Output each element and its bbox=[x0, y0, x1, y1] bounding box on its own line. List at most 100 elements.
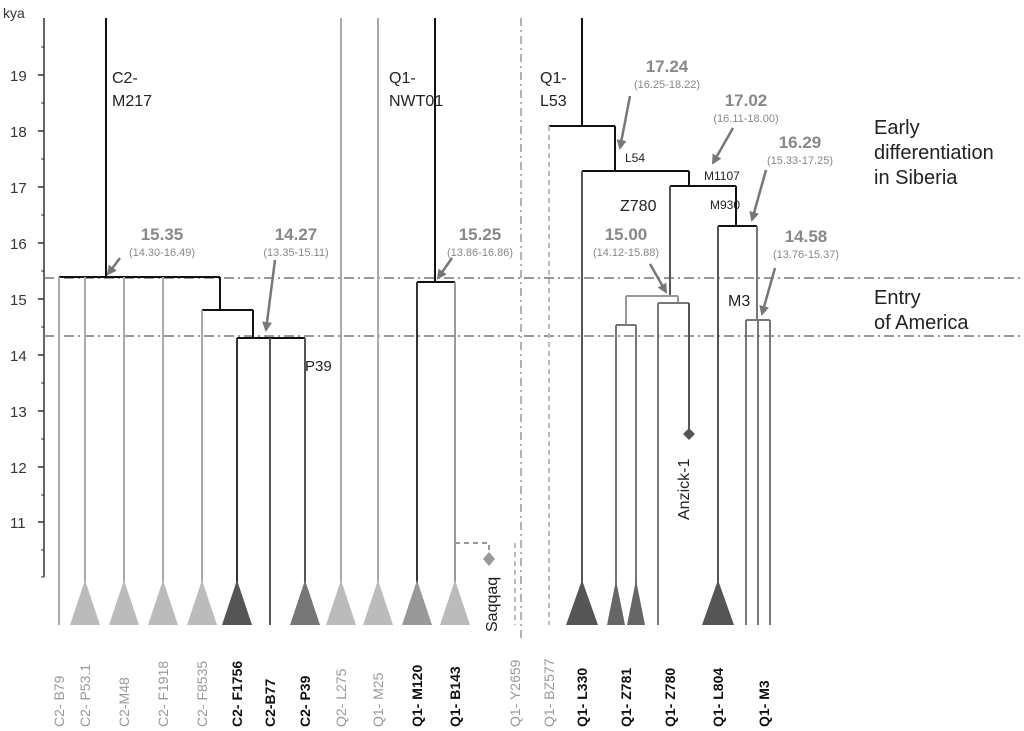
q1-l53-clade bbox=[548, 18, 771, 625]
saqqaq-sample-diamond bbox=[483, 552, 495, 566]
triangle-q1-z781-a bbox=[607, 580, 625, 625]
axis-tick-label: 13 bbox=[10, 404, 27, 421]
triangle-q1-l330 bbox=[566, 580, 598, 625]
axis-tick-label: 11 bbox=[10, 515, 26, 532]
lineage-label: Q1- Z781 bbox=[618, 668, 634, 727]
lineage-label: C2- P39 bbox=[297, 675, 313, 727]
date-ci: (14.12-15.88) bbox=[593, 247, 659, 259]
lineage-label: C2-B77 bbox=[262, 679, 278, 727]
triangle-c2-m48 bbox=[109, 580, 139, 625]
lineage-label: Q2- L275 bbox=[333, 668, 349, 727]
lineage-label: C2- F1918 bbox=[155, 661, 171, 727]
m3-label: M3 bbox=[728, 293, 750, 310]
date-value: 15.00 bbox=[605, 225, 648, 244]
time-axis: kya 19 18 17 16 15 14 13 12 11 bbox=[3, 5, 45, 578]
lineage-label: Q1- Z780 bbox=[662, 668, 678, 727]
date-arrow bbox=[711, 127, 735, 165]
q1-nwt01-label-line2: NWT01 bbox=[389, 93, 443, 110]
lineage-labels: C2- B79 C2- P53.1 C2-M48 C2- F1918 C2- F8535… bbox=[51, 658, 772, 727]
triangle-q2-l275 bbox=[326, 580, 356, 625]
date-ci: (16.11-18.00) bbox=[713, 113, 778, 125]
z780-label: Z780 bbox=[620, 198, 657, 215]
axis-tick-label: 12 bbox=[10, 460, 27, 477]
entry-line-1: Entry bbox=[874, 287, 921, 309]
axis-tick-label: 14 bbox=[10, 348, 27, 365]
date-arrow bbox=[106, 257, 121, 276]
lineage-label: C2-M48 bbox=[116, 677, 132, 727]
date-value: 15.25 bbox=[459, 225, 502, 244]
anzick-label: Anzick-1 bbox=[676, 459, 693, 520]
lineage-label: Q1- BZ577 bbox=[541, 658, 557, 727]
date-ci: (14.30-16.49) bbox=[129, 247, 195, 259]
early-differentiation-annotation: Early differentiation in Siberia bbox=[874, 116, 994, 191]
entry-of-america-annotation: Entry of America bbox=[874, 286, 968, 336]
triangle-q1-l804 bbox=[702, 580, 734, 625]
date-arrows bbox=[106, 95, 777, 332]
c2-m217-label-line2: M217 bbox=[112, 93, 152, 110]
lineage-label: Q1- M120 bbox=[409, 665, 425, 727]
triangle-q1-m25 bbox=[363, 580, 393, 625]
lineage-label: Q1- Y2659 bbox=[507, 659, 523, 727]
axis-tick-label: 16 bbox=[10, 236, 27, 253]
q1-l53-label-line1: Q1- bbox=[540, 70, 567, 87]
triangle-c2-f1918 bbox=[148, 580, 178, 625]
triangle-q1-m120 bbox=[402, 580, 432, 625]
c2-m217-label-line1: C2- bbox=[112, 70, 138, 87]
date-value: 16.29 bbox=[779, 133, 822, 152]
divergence-dates: 15.35 (14.30-16.49) 14.27 (13.35-15.11) 15.2… bbox=[129, 57, 839, 261]
triangle-c2-f8535 bbox=[187, 580, 217, 625]
date-ci: (15.33-17.25) bbox=[767, 155, 833, 167]
date-ci: (13.86-16.86) bbox=[447, 247, 513, 259]
date-ci: (16.25-18.22) bbox=[634, 79, 700, 91]
lineage-label: C2- B79 bbox=[51, 675, 67, 727]
lineage-label: C2- F8535 bbox=[194, 661, 210, 727]
l54-label: L54 bbox=[625, 151, 645, 165]
m1107-label: M1107 bbox=[704, 169, 740, 183]
lineage-label: C2- P53.1 bbox=[77, 664, 93, 727]
triangle-c2-p53 bbox=[70, 580, 100, 625]
date-arrow bbox=[759, 267, 777, 316]
saqqaq-connector bbox=[455, 542, 490, 560]
q1-l53-label-line2: L53 bbox=[540, 93, 567, 110]
date-arrow bbox=[749, 169, 768, 222]
lineage-label: Q1- L804 bbox=[710, 668, 726, 727]
triangle-c2-p39 bbox=[290, 580, 320, 625]
lineage-label: Q1- M25 bbox=[370, 672, 386, 727]
lineage-label: Q1- L330 bbox=[574, 668, 590, 727]
q-basal-lineages bbox=[340, 18, 516, 625]
triangle-c2-f1756 bbox=[222, 580, 252, 625]
date-arrow bbox=[436, 257, 454, 280]
early-line-1: Early bbox=[874, 117, 920, 139]
subclade-triangles bbox=[70, 580, 734, 625]
lineage-label: C2- F1756 bbox=[229, 661, 245, 727]
axis-unit-label: kya bbox=[3, 5, 25, 21]
date-value: 14.58 bbox=[785, 227, 828, 246]
date-value: 17.02 bbox=[725, 91, 768, 110]
date-arrow bbox=[262, 259, 277, 332]
axis-tick-label: 15 bbox=[10, 292, 27, 309]
lineage-label: Q1- B143 bbox=[447, 666, 463, 727]
m930-label: M930 bbox=[710, 198, 740, 212]
entry-line-2: of America bbox=[874, 312, 969, 334]
marker-labels: C2- M217 Q1- NWT01 Q1- L53 P39 L54 M1107… bbox=[112, 70, 750, 632]
date-ci: (13.76-15.37) bbox=[773, 249, 839, 261]
triangle-q1-b143 bbox=[440, 580, 470, 625]
date-ci: (13.35-15.11) bbox=[263, 247, 328, 259]
date-value: 15.35 bbox=[141, 225, 184, 244]
early-line-3: in Siberia bbox=[874, 167, 958, 189]
saqqaq-label: Saqqaq bbox=[484, 577, 501, 632]
triangle-q1-z781-b bbox=[627, 580, 645, 625]
c2-clade bbox=[58, 18, 306, 625]
lineage-label: Q1- M3 bbox=[756, 680, 772, 727]
date-value: 14.27 bbox=[275, 225, 318, 244]
date-arrow bbox=[616, 95, 632, 150]
date-arrow bbox=[648, 263, 668, 294]
anzick-sample-diamond bbox=[683, 428, 695, 440]
axis-tick-label: 18 bbox=[10, 124, 27, 141]
axis-tick-label: 19 bbox=[10, 68, 27, 85]
p39-label: P39 bbox=[305, 358, 332, 375]
early-line-2: differentiation bbox=[874, 142, 994, 164]
axis-ticks: 19 18 17 16 15 14 13 12 11 bbox=[10, 46, 44, 578]
date-value: 17.24 bbox=[646, 57, 689, 76]
